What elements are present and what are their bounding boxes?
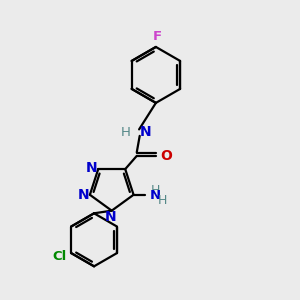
- Text: F: F: [153, 30, 162, 44]
- Text: N: N: [104, 210, 116, 224]
- Text: N: N: [86, 160, 98, 175]
- Text: N: N: [140, 125, 151, 139]
- Text: H: H: [150, 184, 160, 196]
- Text: N: N: [150, 189, 161, 202]
- Text: Cl: Cl: [52, 250, 67, 262]
- Text: O: O: [160, 149, 172, 163]
- Text: H: H: [158, 194, 167, 207]
- Text: N: N: [78, 188, 89, 202]
- Text: H: H: [120, 126, 130, 139]
